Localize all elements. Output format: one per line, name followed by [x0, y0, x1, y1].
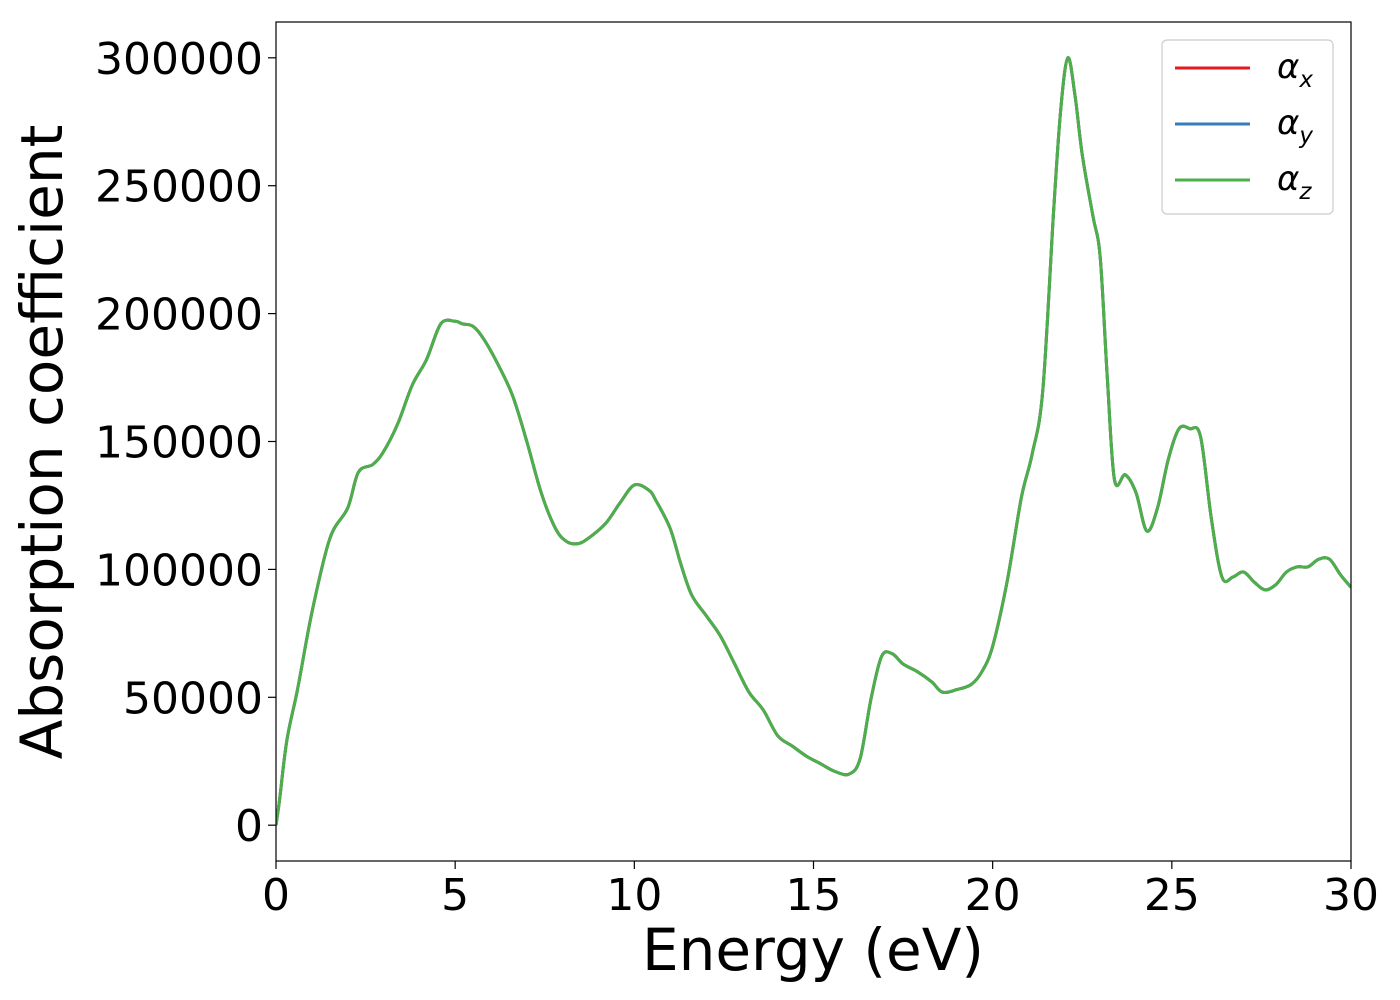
series-line-z — [276, 56, 1351, 826]
x-tick-label: 0 — [262, 870, 290, 921]
x-tick-label: 15 — [786, 870, 842, 921]
x-tick-label: 30 — [1323, 870, 1379, 921]
y-tick-label: 50000 — [123, 673, 263, 724]
legend-label-z: αz — [1277, 159, 1312, 205]
x-axis: 0 5 10 15 20 25 30 — [262, 861, 1379, 921]
y-tick-label: 250000 — [95, 162, 263, 213]
y-axis: 0 50000 100000 150000 200000 250000 300000 — [95, 34, 276, 852]
legend-label-y: αy — [1277, 103, 1313, 149]
x-tick-label: 5 — [441, 870, 469, 921]
y-tick-label: 100000 — [95, 545, 263, 596]
x-tick-label: 10 — [606, 870, 662, 921]
x-tick-label: 20 — [965, 870, 1021, 921]
legend: αx αy αz — [1161, 39, 1334, 215]
series-layer — [276, 56, 1351, 826]
legend-label-x: αx — [1277, 47, 1313, 93]
y-tick-label: 200000 — [95, 290, 263, 341]
legend-box — [1161, 39, 1334, 215]
y-axis-title: Absorption coefficient — [8, 125, 76, 760]
y-tick-label: 0 — [235, 801, 263, 852]
x-tick-label: 25 — [1144, 870, 1200, 921]
y-tick-label: 300000 — [95, 34, 263, 85]
x-axis-title: Energy (eV) — [642, 916, 984, 984]
y-tick-label: 150000 — [95, 418, 263, 469]
